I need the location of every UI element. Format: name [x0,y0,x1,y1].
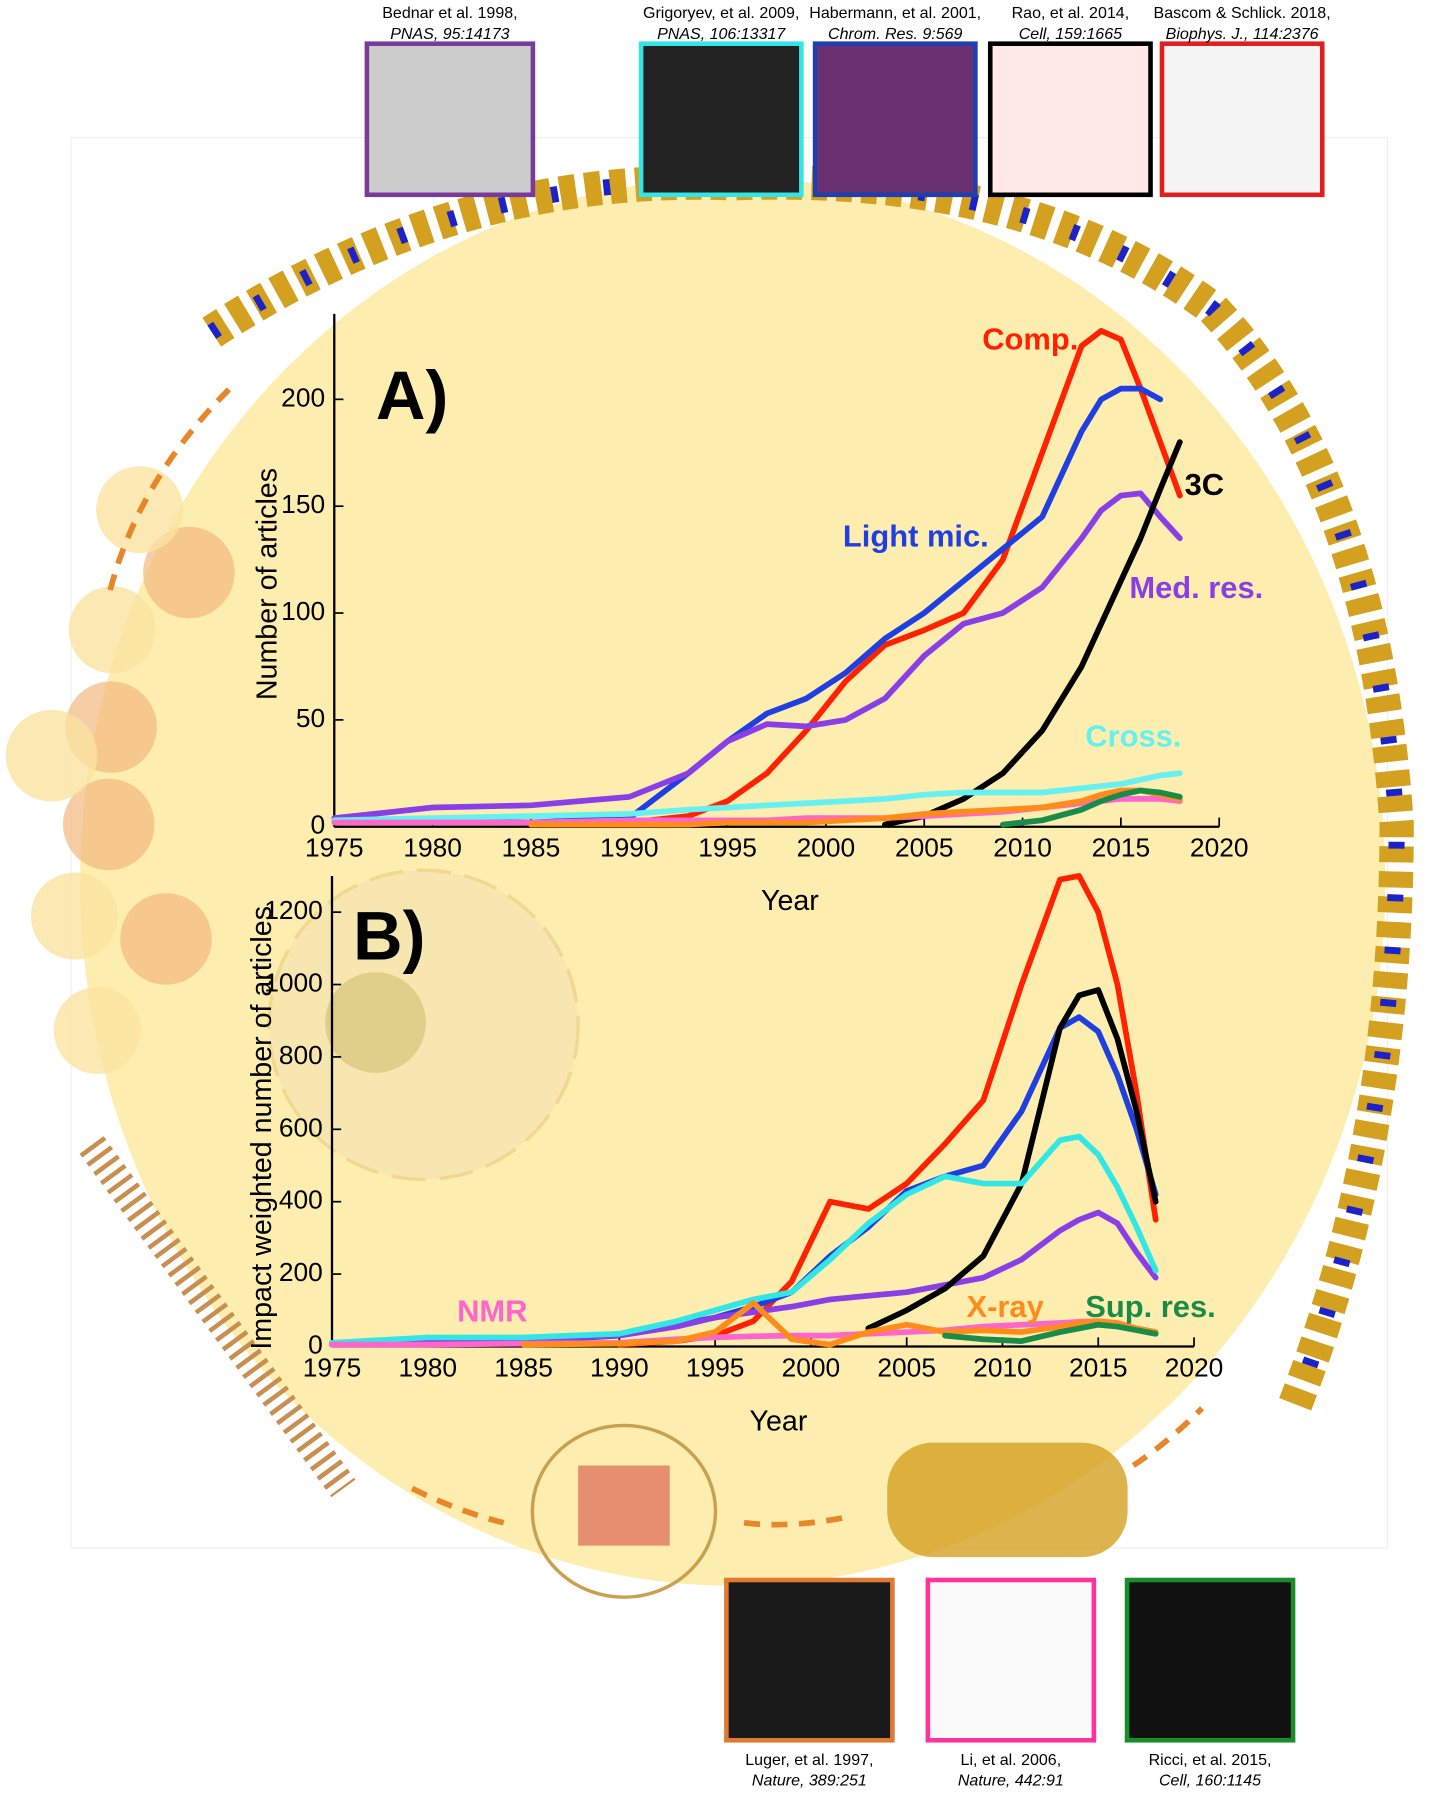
x-tick-label: 1980 [398,1352,457,1382]
series-line [616,873,1159,1348]
fiber-closeup [887,1442,1128,1558]
y-tick-label: 1200 [264,895,323,925]
x-tick-label: 1990 [590,1352,649,1382]
reference-line: Ricci, et al. 2015, [1149,1751,1272,1769]
y-axis-title: Impact weighted number of articles [246,906,278,1350]
reference-line: Cell, 160:1145 [1159,1772,1261,1790]
thumbnail [987,41,1153,198]
flow-arrows [105,387,1205,1528]
y-tick-label: 100 [281,596,325,626]
y-tick-label: 200 [279,1257,323,1287]
y-tick-label: 50 [296,703,325,733]
series-label: Comp. [982,321,1078,356]
thumbnail [925,1577,1097,1743]
reference-line: Bascom & Schlick. 2018, [1154,4,1331,22]
reference-line: Biophys. J., 114:2376 [1166,25,1319,43]
x-axis-title: Year [761,885,819,917]
x-tick-label: 1975 [303,1352,362,1382]
thumbnail [638,41,804,198]
series-line [942,1321,1159,1344]
thumbnail [364,41,536,198]
series-label: X-ray [966,1289,1044,1324]
x-tick-label: 2010 [993,833,1052,863]
thumbnail [1124,1577,1296,1743]
series-label: Sup. res. [1085,1289,1215,1324]
series-label: Light mic. [843,518,989,553]
nucleosome-structure [530,1423,718,1599]
reference-line: Bednar et al. 1998, [382,4,517,22]
reference-line: Luger, et al. 1997, [745,1751,873,1769]
x-tick-label: 2010 [973,1352,1032,1382]
series-label: NMR [457,1293,527,1328]
series-line [865,987,1159,1332]
x-tick-label: 2020 [1165,1352,1224,1382]
series-line [999,787,1183,828]
x-axis-title: Year [750,1406,808,1438]
chromatin-domains [62,526,235,985]
reference-line: Nature, 442:91 [958,1772,1064,1790]
thumbnail [1159,41,1325,198]
chromatin-loops [5,466,184,1075]
panel-label: A) [376,357,448,434]
nucleolus-sketch [325,972,426,1073]
y-axis-title: Number of articles [252,468,284,700]
reference-line: Cell, 159:1665 [1019,25,1122,43]
reference-line: Li, et al. 2006, [961,1751,1062,1769]
reference-line: PNAS, 106:13317 [657,25,786,43]
thumbnail [812,41,978,198]
series-line [626,328,1183,826]
x-tick-label: 2000 [797,833,856,863]
reference-line: Habermann, et al. 2001, [809,4,981,22]
series-label: Cross. [1085,719,1181,754]
x-tick-label: 1985 [494,1352,553,1382]
series-line [331,490,1183,822]
series-line [528,787,1183,828]
x-tick-label: 2020 [1190,833,1249,863]
series-line [520,1300,1159,1348]
y-tick-label: 0 [310,810,325,840]
references: Bednar et al. 1998, PNAS, 95:14173 Grigory… [364,4,1331,1790]
y-tick-label: 800 [279,1040,323,1070]
x-tick-label: 1985 [502,833,561,863]
y-tick-label: 400 [279,1185,323,1215]
x-tick-label: 2005 [877,1352,936,1382]
x-tick-label: 1995 [686,1352,745,1382]
y-tick-label: 1000 [264,967,323,997]
reference-line: Grigoryev, et al. 2009, [643,4,799,22]
thumbnail [724,1577,895,1743]
y-tick-label: 200 [281,382,325,412]
series-label: 3C [1185,467,1224,502]
x-tick-label: 2000 [782,1352,841,1382]
x-tick-label: 2005 [895,833,954,863]
y-tick-label: 600 [279,1112,323,1142]
panel-label: B) [353,897,425,974]
dna-helix [79,1136,356,1498]
series-line [329,1133,1159,1346]
histone-core [578,1465,670,1546]
reference-line: PNAS, 95:14173 [390,25,509,43]
x-tick-label: 2015 [1069,1352,1128,1382]
x-tick-label: 2015 [1092,833,1151,863]
y-tick-label: 150 [281,489,325,519]
series-line [882,439,1183,828]
charts: 1975 1980 1985 1990 1995 2000 2005 2010 2015 2020… [246,313,1263,1438]
series-line [429,385,1164,826]
reference-line: Nature, 389:251 [752,1772,867,1790]
reference-line: Rao, et al. 2014, [1012,4,1130,22]
x-tick-label: 1975 [305,833,364,863]
x-tick-label: 1995 [698,833,757,863]
reference-line: Chrom. Res. 9:569 [828,25,963,43]
y-tick-label: 0 [308,1329,323,1359]
series-label: Med. res. [1129,570,1263,605]
x-tick-label: 1980 [403,833,462,863]
x-tick-label: 1990 [600,833,659,863]
nucleosomes [207,174,1405,1412]
series-line [331,770,1183,824]
